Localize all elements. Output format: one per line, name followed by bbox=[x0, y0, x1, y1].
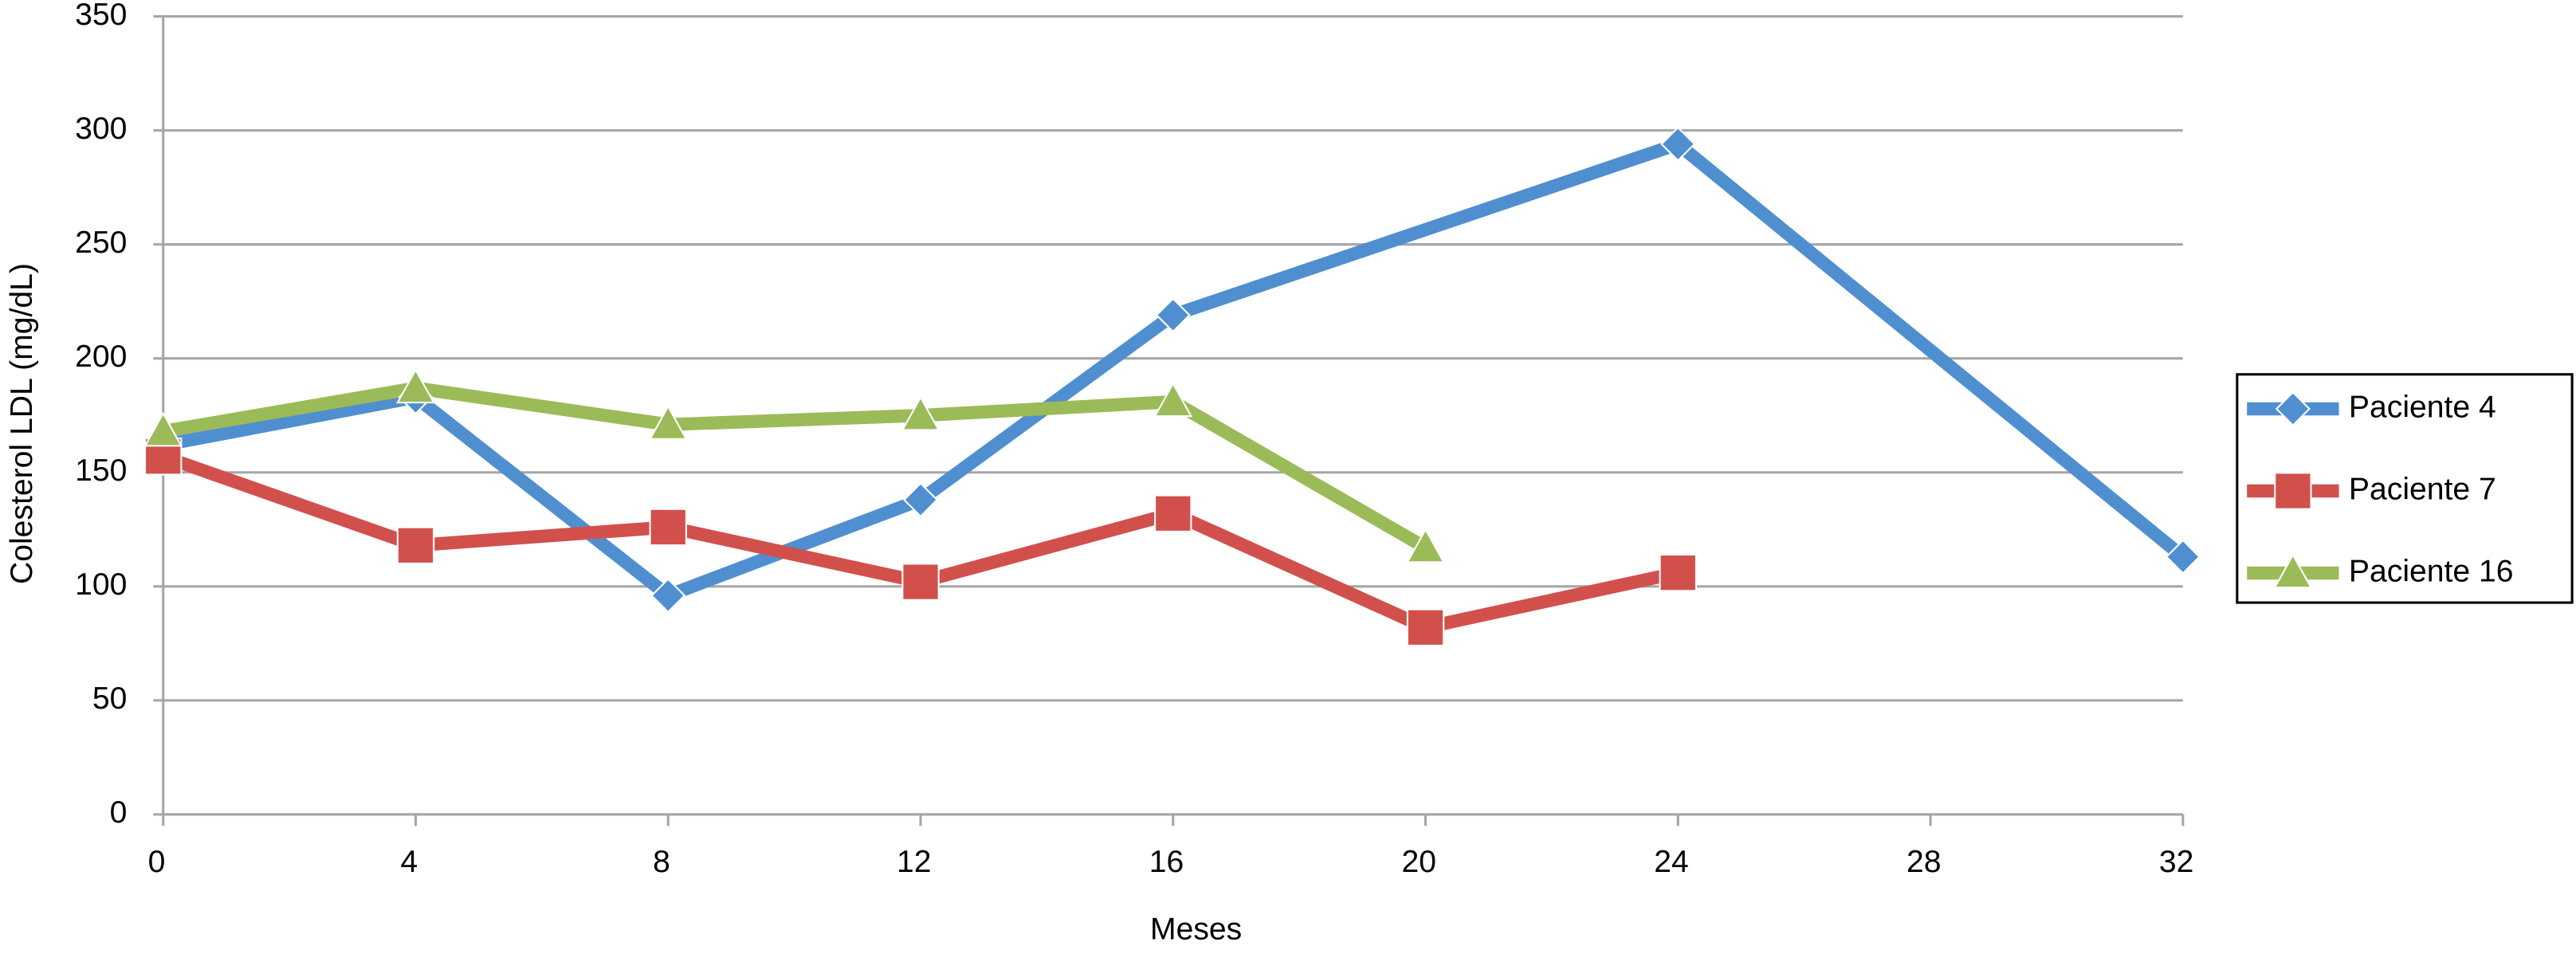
marker bbox=[2275, 391, 2311, 427]
y-tick-label: 50 bbox=[92, 681, 128, 716]
marker bbox=[1406, 528, 1445, 563]
marker bbox=[2273, 553, 2313, 589]
marker bbox=[901, 395, 940, 431]
x-tick-label: 12 bbox=[897, 845, 932, 879]
x-tick-label: 16 bbox=[1149, 845, 1184, 879]
x-tick-label: 8 bbox=[653, 845, 670, 879]
marker bbox=[649, 508, 687, 547]
y-tick-label: 350 bbox=[75, 0, 127, 32]
legend-label: Paciente 16 bbox=[2349, 554, 2514, 588]
x-tick-label: 32 bbox=[2159, 845, 2194, 879]
x-tick-label: 0 bbox=[148, 845, 166, 879]
y-tick-label: 150 bbox=[75, 453, 127, 488]
marker bbox=[1155, 297, 1191, 333]
x-tick-label: 28 bbox=[1906, 845, 1942, 879]
marker bbox=[901, 563, 940, 601]
marker bbox=[396, 368, 435, 404]
marker bbox=[902, 482, 939, 518]
series-line bbox=[162, 381, 1429, 554]
y-tick-label: 250 bbox=[75, 226, 127, 260]
y-tick-label: 300 bbox=[75, 112, 127, 146]
marker bbox=[648, 404, 688, 440]
marker bbox=[1659, 553, 1697, 592]
x-axis-label: Meses bbox=[1150, 913, 1242, 947]
marker bbox=[650, 578, 686, 614]
legend: Paciente 4 Paciente 7 Paciente 16 bbox=[2236, 373, 2574, 604]
y-axis-label: Colesterol LDL (mg/dL) bbox=[5, 263, 39, 584]
marker bbox=[143, 411, 183, 447]
y-tick-label: 200 bbox=[75, 340, 127, 374]
y-tick-label: 0 bbox=[110, 795, 128, 830]
legend-label: Paciente 7 bbox=[2349, 472, 2496, 506]
y-tick-label: 100 bbox=[75, 567, 127, 602]
x-tick-label: 4 bbox=[400, 845, 418, 879]
x-tick-label: 20 bbox=[1402, 845, 1437, 879]
marker bbox=[1406, 608, 1445, 646]
marker bbox=[1153, 382, 1193, 418]
marker bbox=[2165, 539, 2201, 575]
marker bbox=[2274, 472, 2312, 510]
x-tick-label: 24 bbox=[1654, 845, 1689, 879]
marker bbox=[1660, 126, 1696, 162]
marker bbox=[396, 526, 435, 564]
legend-label: Paciente 4 bbox=[2349, 390, 2496, 424]
marker bbox=[1154, 494, 1192, 532]
series-line bbox=[160, 450, 1680, 634]
